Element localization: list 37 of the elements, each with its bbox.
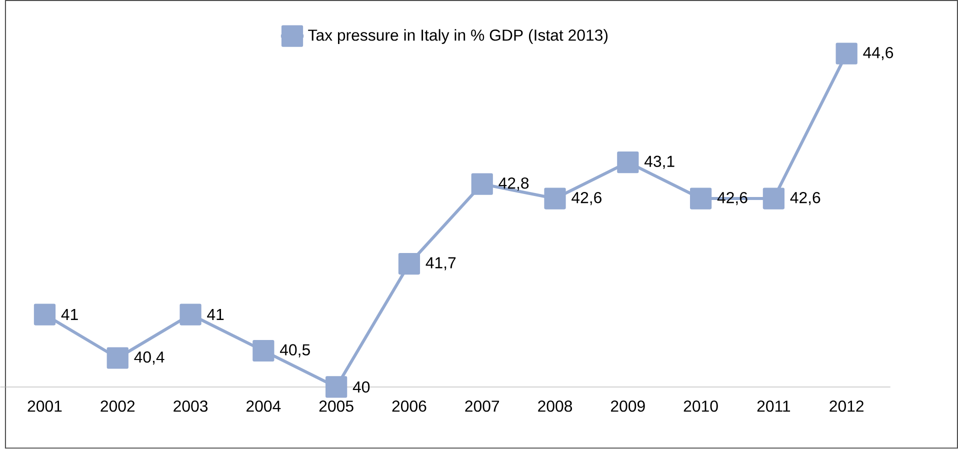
data-label: 40,4 [134, 352, 164, 365]
data-label: 42,6 [572, 192, 602, 206]
point [106, 347, 128, 369]
x-tick-label: 2003 [174, 400, 208, 412]
x-tick-label: 2009 [610, 400, 645, 412]
point [617, 152, 639, 174]
legend-label: Tax pressure in Italy in % GDP (Istat 2013) [308, 29, 608, 44]
point [544, 188, 566, 210]
data-label: 42,6 [717, 192, 748, 206]
data-label: 44,6 [863, 47, 894, 60]
data-label: 41 [61, 309, 78, 320]
data-label: 42,6 [790, 192, 820, 206]
point [34, 304, 56, 326]
point [252, 340, 274, 362]
x-tick-label: 2005 [319, 400, 354, 412]
data-label: 41,7 [426, 257, 456, 270]
point [398, 253, 420, 275]
x-tick-label: 2011 [757, 400, 790, 412]
data-label: 41 [207, 309, 224, 320]
x-tick-label: 2008 [538, 400, 572, 412]
data-label: 42,8 [498, 178, 529, 191]
point [326, 376, 348, 398]
data-label: 40,5 [280, 344, 310, 358]
x-tick-label: 2004 [246, 400, 281, 412]
x-tick-label: 2012 [830, 400, 864, 412]
point [690, 188, 712, 210]
point [762, 188, 785, 210]
x-tick-label: 2007 [465, 400, 500, 412]
x-tick-label: 2006 [392, 400, 426, 412]
data-label: 40 [352, 382, 370, 393]
data-label: 43,1 [644, 156, 674, 170]
point [180, 304, 202, 326]
x-tick-label: 2001 [28, 400, 62, 412]
point [471, 173, 493, 195]
x-tick-label: 2010 [684, 400, 718, 412]
x-tick-label: 2002 [100, 400, 135, 412]
point [836, 42, 858, 65]
